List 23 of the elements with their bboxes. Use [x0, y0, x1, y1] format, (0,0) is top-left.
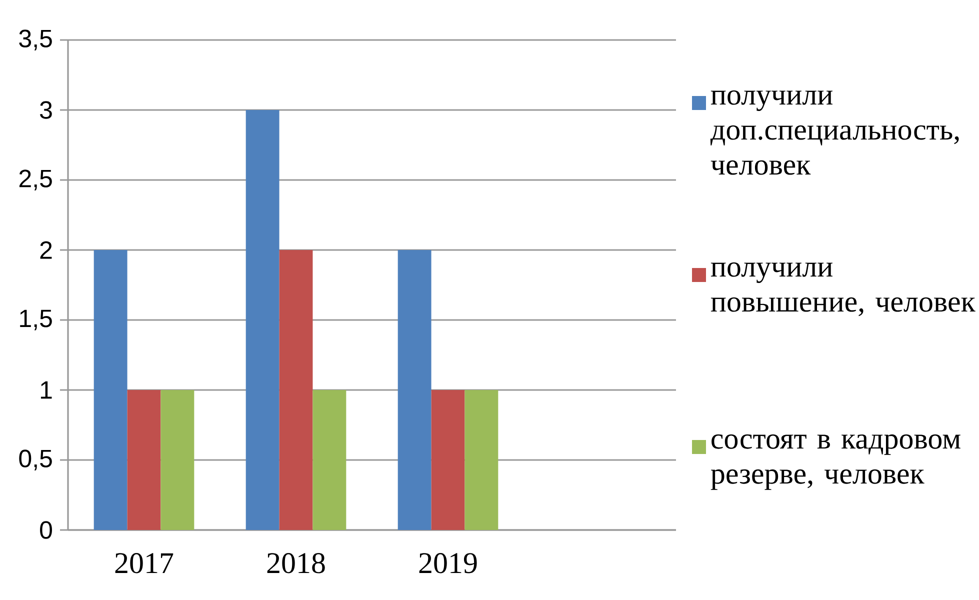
bar [127, 390, 161, 530]
bar [431, 390, 465, 530]
y-tick-label: 1,5 [20, 310, 52, 330]
x-tick-label: 2019 [419, 553, 477, 574]
x-tick-label: 2017 [115, 553, 174, 574]
y-tick-label: 2 [40, 241, 52, 259]
legend-label: получили доп.специальность, человек [710, 90, 959, 175]
bar [312, 390, 346, 530]
y-tick-label: 2,5 [19, 170, 52, 190]
y-tick-label: 3,5 [19, 30, 52, 50]
bar [94, 250, 128, 530]
y-tick-label: 1 [40, 381, 52, 399]
bar [398, 250, 432, 530]
bar [160, 390, 194, 530]
bar [464, 390, 498, 530]
legend-label: получили повышение, человек [710, 262, 976, 316]
bar [279, 250, 313, 530]
y-tick-label: 3 [40, 101, 52, 119]
legend-label: состоят в кадровом резерве, человек [710, 434, 960, 490]
x-tick-label: 2018 [267, 553, 325, 574]
y-tick-label: 0,5 [19, 450, 52, 470]
y-tick-label: 0 [40, 521, 52, 539]
bar [246, 110, 280, 530]
